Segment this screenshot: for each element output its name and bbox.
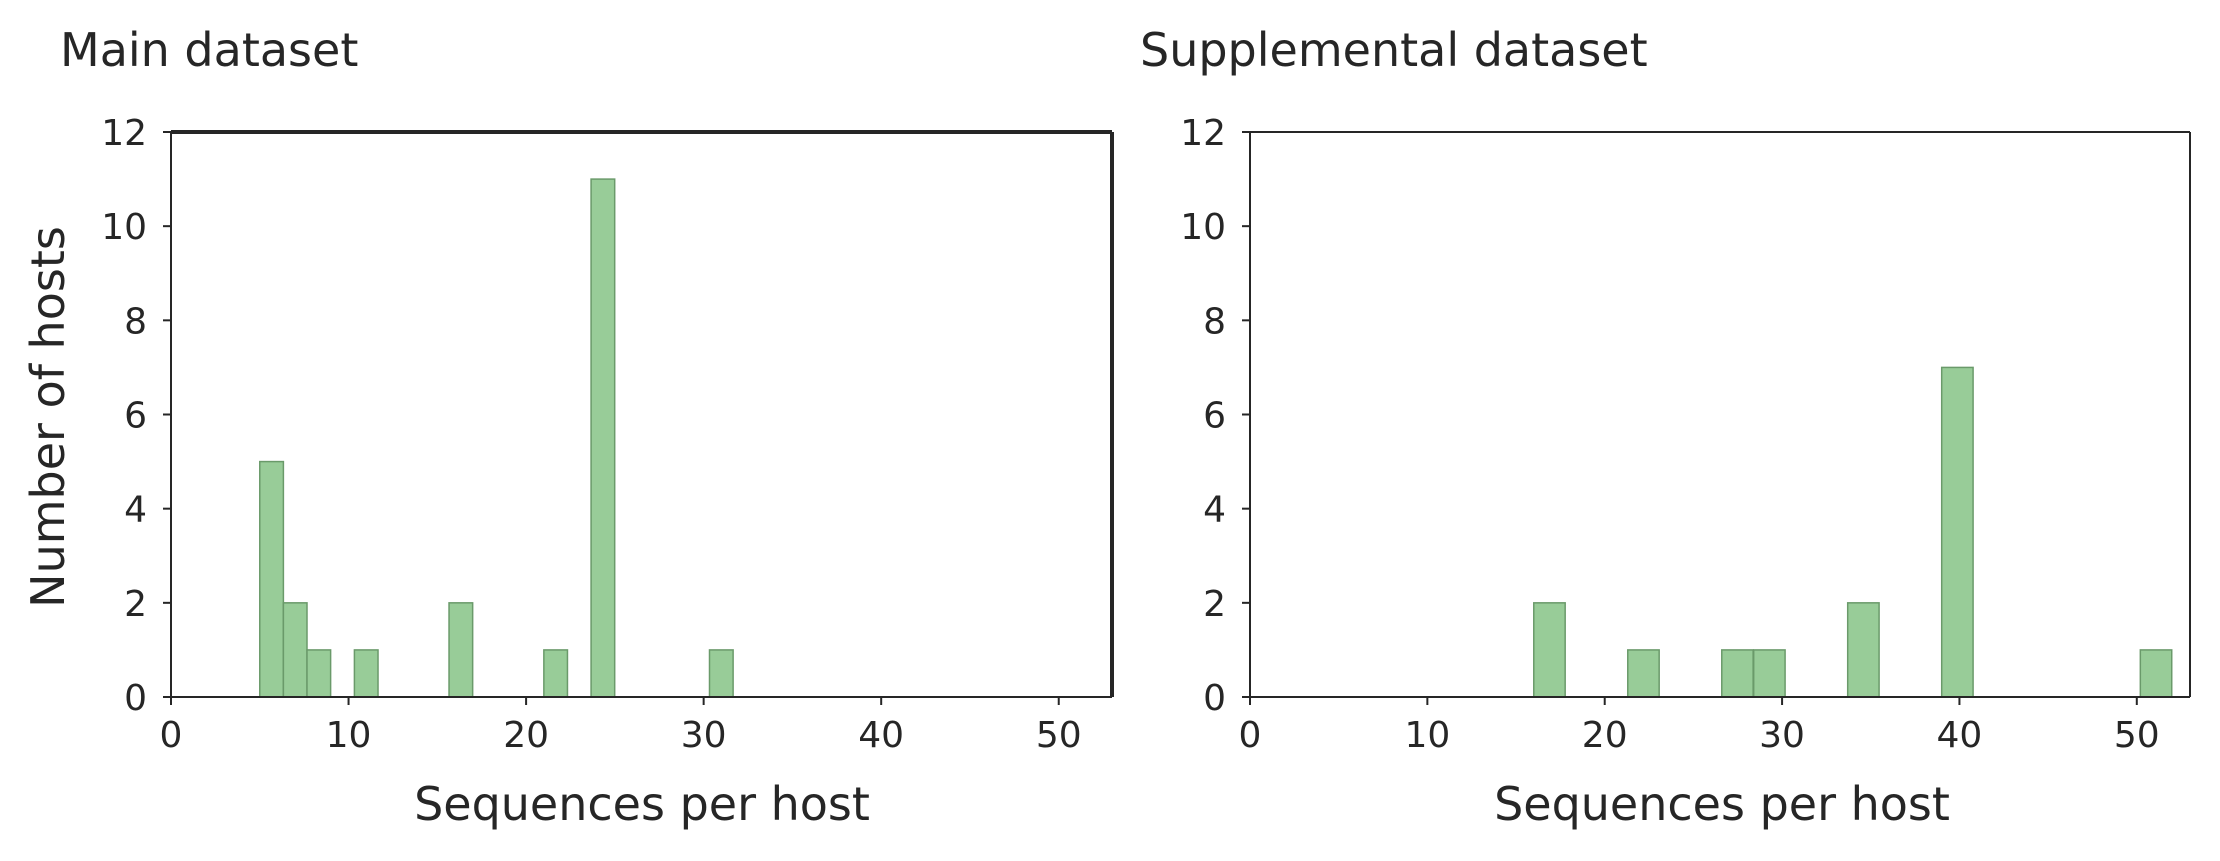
main-dataset-xtick-label-0: 0 bbox=[160, 715, 183, 756]
supplemental-dataset-ytick-label-5: 10 bbox=[1180, 207, 1226, 248]
supplemental-dataset-bar-5 bbox=[1940, 366, 1974, 698]
main-dataset-xticks: 0 10 20 30 40 50 bbox=[160, 697, 1082, 756]
main-dataset-ytick-label-4: 8 bbox=[124, 301, 147, 342]
main-dataset-frame bbox=[170, 130, 1114, 698]
supplemental-dataset-bar-2 bbox=[1721, 649, 1754, 698]
main-dataset-xtick-label-3: 30 bbox=[681, 715, 727, 756]
supplemental-dataset-ytick-label-3: 6 bbox=[1203, 396, 1226, 437]
main-dataset-title: Main dataset bbox=[60, 23, 358, 77]
main-dataset-bar-0 bbox=[259, 460, 285, 698]
supplemental-dataset-bar-3 bbox=[1752, 649, 1786, 698]
supplemental-dataset-ytick-label-0: 0 bbox=[1203, 678, 1226, 719]
main-dataset-bar-5 bbox=[543, 649, 569, 698]
supplemental-dataset-xtick-label-4: 40 bbox=[1937, 715, 1983, 756]
main-dataset-xtick-label-1: 10 bbox=[326, 715, 372, 756]
supplemental-dataset-ytick-label-4: 8 bbox=[1203, 301, 1226, 342]
supplemental-dataset-xtick-label-2: 20 bbox=[1582, 715, 1628, 756]
main-dataset-ytick-label-3: 6 bbox=[124, 396, 147, 437]
supplemental-dataset-yticks: 0 2 4 6 8 10 12 bbox=[1180, 113, 1250, 719]
main-dataset-bar-3 bbox=[353, 649, 379, 698]
main-dataset-bar-7 bbox=[708, 649, 734, 698]
supplemental-dataset-xtick-label-0: 0 bbox=[1239, 715, 1262, 756]
main-dataset-panel: Main dataset Number of hosts Sequences p… bbox=[21, 23, 1114, 831]
supplemental-dataset-xtick-label-3: 30 bbox=[1759, 715, 1805, 756]
main-dataset-xtick-label-5: 50 bbox=[1036, 715, 1082, 756]
supplemental-dataset-xtick-label-1: 10 bbox=[1404, 715, 1450, 756]
main-dataset-xtick-label-4: 40 bbox=[858, 715, 904, 756]
main-dataset-xtick-label-2: 20 bbox=[503, 715, 549, 756]
supplemental-dataset-ytick-label-6: 12 bbox=[1180, 113, 1226, 154]
supplemental-dataset-bar-1 bbox=[1627, 649, 1660, 698]
supplemental-dataset-bar-6 bbox=[2139, 649, 2173, 698]
main-dataset-xlabel: Sequences per host bbox=[414, 777, 870, 831]
main-dataset-bar-4 bbox=[448, 602, 474, 698]
main-dataset-ytick-label-0: 0 bbox=[124, 678, 147, 719]
supplemental-dataset-bar-4 bbox=[1846, 602, 1880, 698]
supplemental-dataset-bars bbox=[1533, 366, 2173, 698]
main-dataset-bars bbox=[259, 178, 734, 698]
main-dataset-bar-2 bbox=[306, 649, 332, 698]
main-dataset-bar-6 bbox=[590, 178, 616, 698]
main-dataset-ytick-label-1: 2 bbox=[124, 584, 147, 625]
main-dataset-bar-1 bbox=[282, 602, 308, 698]
supplemental-dataset-xtick-label-5: 50 bbox=[2114, 715, 2160, 756]
supplemental-dataset-ytick-label-1: 2 bbox=[1203, 584, 1226, 625]
supplemental-dataset-xticks: 0 10 20 30 40 50 bbox=[1239, 697, 2160, 756]
supplemental-dataset-bar-0 bbox=[1533, 602, 1566, 698]
main-dataset-ytick-label-5: 10 bbox=[101, 207, 147, 248]
supplemental-dataset-frame bbox=[1249, 131, 2191, 698]
supplemental-dataset-title: Supplemental dataset bbox=[1140, 23, 1648, 77]
supplemental-dataset-ytick-label-2: 4 bbox=[1203, 490, 1226, 531]
main-dataset-yticks: 0 2 4 6 8 10 12 bbox=[101, 113, 171, 719]
main-dataset-ytick-label-6: 12 bbox=[101, 113, 147, 154]
supplemental-dataset-xlabel: Sequences per host bbox=[1494, 777, 1950, 831]
main-dataset-ytick-label-2: 4 bbox=[124, 490, 147, 531]
main-dataset-ylabel: Number of hosts bbox=[21, 226, 75, 608]
supplemental-dataset-panel: Supplemental dataset Sequences per host … bbox=[1140, 23, 2191, 831]
